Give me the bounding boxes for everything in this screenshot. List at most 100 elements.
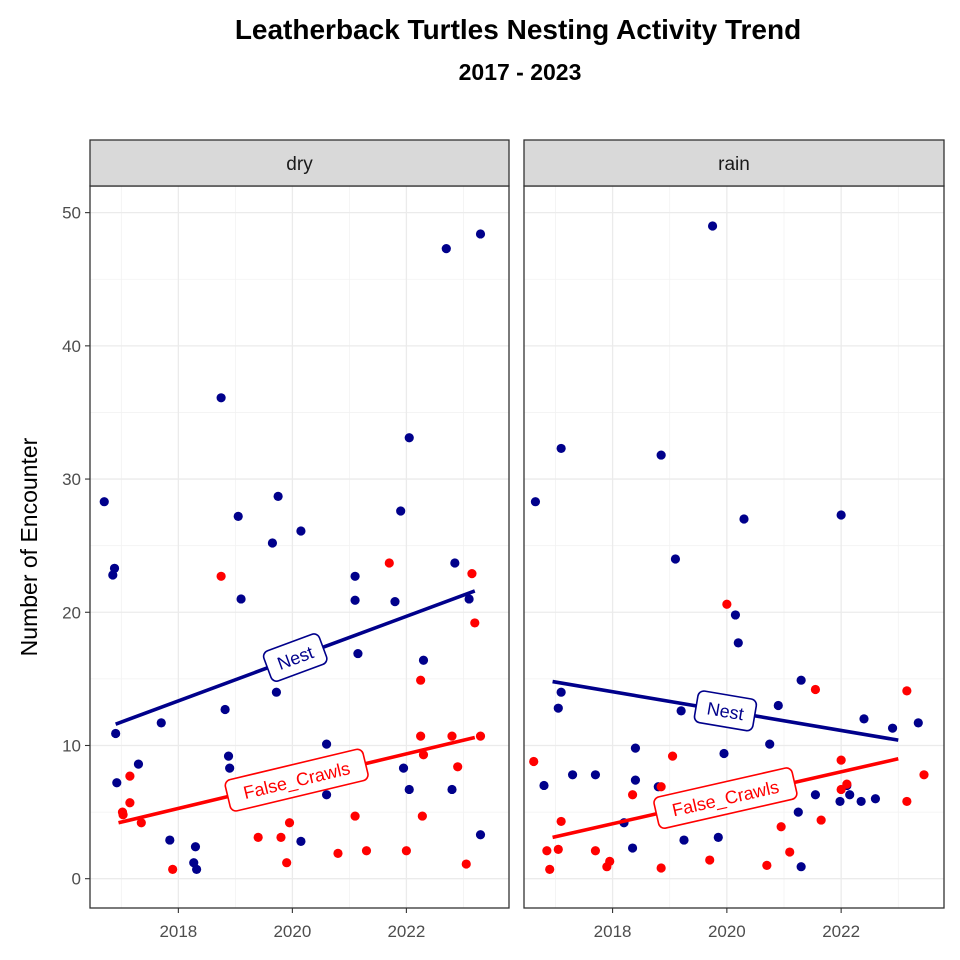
data-point [390, 597, 400, 607]
data-point [773, 700, 783, 711]
data-point [836, 755, 846, 765]
data-point [719, 748, 729, 759]
data-point [99, 497, 109, 507]
trend-label-box [262, 633, 328, 682]
data-point [902, 796, 912, 807]
data-point [765, 739, 775, 749]
data-point [810, 684, 821, 695]
trend-label-nest: Nest [693, 690, 758, 732]
data-point [464, 594, 474, 604]
data-point [553, 703, 563, 713]
data-point [590, 770, 601, 780]
y-tick-label: 30 [62, 470, 81, 489]
data-point [296, 526, 306, 536]
data-point [282, 858, 292, 868]
data-point [630, 743, 641, 753]
x-tick-label: 2020 [273, 922, 311, 941]
data-point [418, 655, 429, 665]
data-point [836, 510, 846, 520]
facet-strip-label: rain [718, 154, 750, 175]
data-point [475, 830, 486, 840]
data-point [796, 862, 806, 872]
data-point [133, 759, 144, 769]
data-point [542, 846, 552, 856]
y-tick-label: 40 [62, 337, 81, 356]
minor-gridlines [90, 186, 509, 908]
data-point [785, 847, 795, 857]
chart-subtitle: 2017 - 2023 [459, 59, 582, 85]
series-false-crawls [117, 558, 486, 874]
data-point [350, 595, 360, 605]
data-point [333, 848, 343, 858]
data-point [253, 832, 263, 842]
data-point [845, 790, 855, 800]
data-point [168, 864, 178, 874]
data-point [733, 638, 743, 648]
y-tick-label: 50 [62, 204, 81, 223]
facet-strip [89, 139, 510, 187]
data-point [216, 571, 226, 581]
trend-label-box [224, 748, 369, 812]
data-point [656, 450, 666, 460]
y-axis-title: Number of Encounter [16, 437, 42, 656]
x-tick-label: 2018 [594, 922, 632, 941]
data-point [416, 731, 426, 741]
x-tick-label: 2022 [822, 922, 860, 941]
data-point [216, 393, 226, 403]
data-point [722, 599, 732, 609]
data-point [605, 856, 615, 866]
data-point [529, 756, 539, 767]
data-point [417, 811, 427, 821]
data-point [842, 779, 852, 789]
data-point [730, 610, 741, 620]
data-point [109, 563, 120, 573]
series-nest [99, 229, 486, 874]
data-point [670, 554, 681, 564]
data-point [475, 731, 486, 741]
series-nest [530, 221, 923, 872]
trend-label-box [693, 690, 758, 732]
data-point [793, 807, 803, 817]
data-point [567, 770, 578, 780]
data-point [190, 842, 201, 852]
data-point [627, 843, 638, 853]
data-point [627, 790, 638, 800]
data-point [321, 739, 332, 749]
data-point [913, 718, 923, 728]
panel-background [90, 186, 509, 908]
data-point [835, 796, 845, 807]
data-point [676, 706, 686, 716]
data-point [762, 860, 772, 870]
data-point [404, 784, 414, 795]
data-point [870, 794, 881, 804]
data-point [539, 780, 549, 791]
data-point [125, 798, 135, 808]
data-point [401, 846, 411, 856]
data-point [447, 731, 457, 741]
data-point [192, 864, 202, 874]
facet-strip-label: dry [286, 154, 313, 175]
data-point [236, 594, 246, 604]
data-point [441, 244, 451, 254]
trend-label-false-crawls: False_Crawls [224, 748, 369, 812]
data-point [156, 718, 166, 728]
data-point [165, 835, 175, 845]
x-tick-label: 2022 [387, 922, 425, 941]
data-point [470, 618, 480, 628]
data-point [816, 815, 826, 825]
data-point [707, 221, 718, 231]
x-tick-label: 2020 [708, 922, 746, 941]
facet-panel-dry: Nest False_Crawls dry 2018 2020 2022 [89, 139, 510, 941]
data-point [556, 816, 566, 827]
data-point [321, 790, 332, 800]
data-point [713, 832, 723, 842]
data-point [223, 751, 234, 761]
data-point [296, 836, 306, 846]
major-gridlines [90, 186, 509, 908]
data-point [705, 855, 715, 865]
data-point [350, 811, 360, 821]
data-point [271, 687, 282, 697]
data-point [545, 864, 555, 874]
